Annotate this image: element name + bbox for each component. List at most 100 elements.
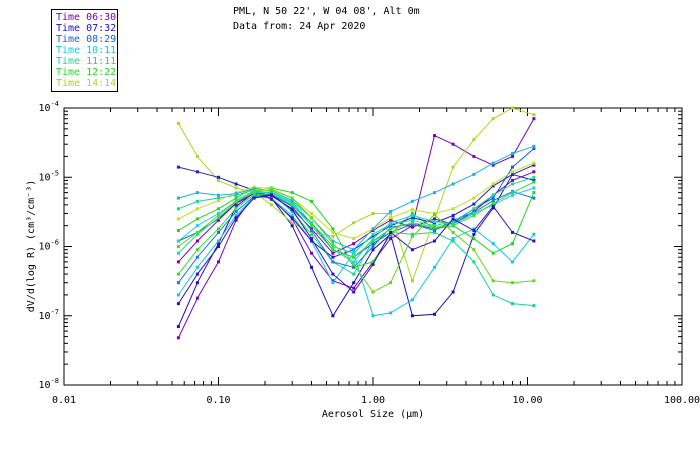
y-tick-label: 10-8 bbox=[39, 377, 59, 391]
data-point bbox=[234, 204, 238, 208]
data-point bbox=[290, 196, 294, 200]
data-point bbox=[532, 196, 536, 200]
data-point bbox=[195, 232, 199, 236]
data-point bbox=[331, 251, 335, 255]
data-point bbox=[410, 298, 414, 302]
data-point bbox=[331, 314, 335, 318]
data-point bbox=[195, 248, 199, 252]
data-point bbox=[331, 245, 335, 248]
data-point bbox=[371, 260, 375, 264]
data-point bbox=[511, 165, 514, 169]
series-line bbox=[177, 118, 535, 339]
data-point bbox=[511, 172, 514, 176]
data-point bbox=[433, 265, 436, 269]
data-point bbox=[371, 212, 375, 215]
data-point bbox=[217, 218, 220, 222]
data-point bbox=[176, 251, 180, 255]
data-point bbox=[389, 237, 393, 241]
data-point bbox=[491, 193, 495, 197]
data-point bbox=[511, 178, 514, 182]
data-point bbox=[371, 263, 375, 266]
data-point bbox=[195, 230, 199, 234]
data-point bbox=[491, 163, 495, 167]
data-point bbox=[352, 265, 356, 269]
data-point bbox=[176, 260, 180, 264]
data-point bbox=[389, 216, 393, 220]
data-point bbox=[234, 210, 238, 213]
data-point bbox=[352, 255, 356, 259]
data-point bbox=[472, 154, 476, 158]
data-point bbox=[217, 239, 220, 243]
data-point bbox=[472, 138, 476, 142]
data-point bbox=[217, 212, 220, 215]
data-point bbox=[389, 225, 393, 229]
data-point bbox=[269, 193, 273, 197]
data-point bbox=[176, 302, 180, 306]
data-point bbox=[472, 227, 476, 231]
data-point bbox=[491, 279, 495, 283]
data-point bbox=[269, 203, 273, 207]
data-point bbox=[310, 224, 313, 228]
data-point bbox=[217, 193, 220, 197]
data-point bbox=[371, 242, 375, 246]
y-tick-label: 10-7 bbox=[39, 308, 59, 322]
data-point bbox=[217, 227, 220, 231]
data-point bbox=[310, 237, 313, 241]
data-point bbox=[195, 207, 199, 211]
data-point bbox=[252, 193, 256, 197]
y-axis-label: dV/d(log R) (cm³/cm⁻³) bbox=[26, 180, 37, 312]
series-5 bbox=[176, 186, 536, 269]
data-point bbox=[433, 217, 436, 221]
data-point bbox=[310, 229, 313, 232]
x-tick-label: 10.00 bbox=[512, 395, 542, 406]
data-point bbox=[176, 207, 180, 211]
data-point bbox=[511, 302, 514, 306]
data-point bbox=[389, 210, 393, 213]
data-point bbox=[472, 207, 476, 211]
data-point bbox=[310, 251, 313, 255]
series-line bbox=[178, 148, 535, 258]
data-point bbox=[195, 199, 199, 203]
data-point bbox=[176, 229, 180, 232]
data-point bbox=[331, 281, 335, 285]
data-point bbox=[195, 239, 199, 243]
data-point bbox=[217, 245, 220, 248]
data-point bbox=[371, 248, 375, 252]
data-point bbox=[491, 161, 495, 165]
data-point bbox=[217, 196, 220, 200]
data-point bbox=[451, 214, 455, 217]
data-point bbox=[451, 230, 455, 234]
data-point bbox=[352, 272, 356, 276]
data-point bbox=[491, 206, 495, 210]
data-point bbox=[410, 212, 414, 215]
axis-ticks: 0.01 0.10 1.00 10.00 100.00 10-8 10-7 10-6 10-5 1… bbox=[39, 100, 700, 406]
data-point bbox=[217, 230, 220, 234]
data-point bbox=[389, 311, 393, 315]
data-point bbox=[290, 216, 294, 220]
data-point bbox=[472, 214, 476, 217]
data-point bbox=[290, 199, 294, 203]
data-point bbox=[410, 218, 414, 222]
data-point bbox=[451, 182, 455, 186]
data-point bbox=[472, 172, 476, 176]
data-point bbox=[234, 218, 238, 222]
data-point bbox=[389, 212, 393, 215]
data-point bbox=[331, 242, 335, 246]
data-point bbox=[310, 239, 313, 243]
data-point bbox=[491, 196, 495, 200]
data-point bbox=[472, 202, 476, 206]
series-14 bbox=[176, 193, 536, 306]
data-point bbox=[217, 216, 220, 220]
data-point bbox=[532, 180, 536, 184]
data-point bbox=[290, 203, 294, 207]
data-point bbox=[331, 279, 335, 283]
data-point bbox=[491, 199, 495, 203]
data-point bbox=[532, 147, 536, 150]
data-point bbox=[176, 281, 180, 285]
data-point bbox=[176, 272, 180, 276]
data-point bbox=[410, 248, 414, 252]
data-point bbox=[511, 242, 514, 246]
data-point bbox=[234, 192, 238, 196]
data-point bbox=[491, 117, 495, 121]
data-point bbox=[433, 239, 436, 243]
